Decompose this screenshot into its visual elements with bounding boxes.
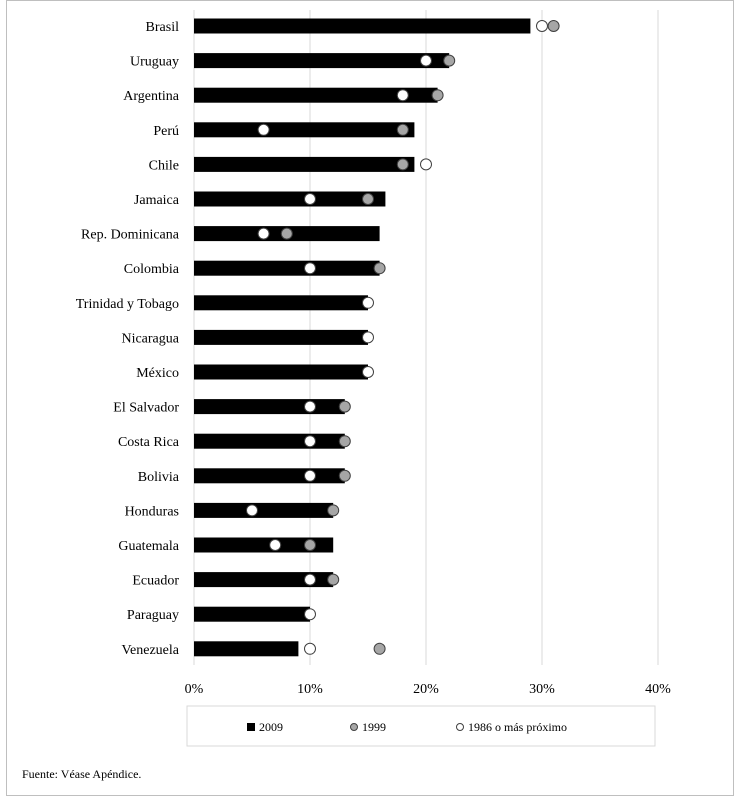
bar [194,156,415,172]
marker-point [338,469,351,482]
bar [194,53,450,69]
marker-point [304,573,316,586]
category-label: Paraguay [127,608,179,623]
category-label: Jamaica [134,193,180,208]
marker-point [338,400,351,413]
x-tick-label: 0% [185,682,204,697]
marker-point [327,504,340,517]
legend-label: 1999 [362,720,386,734]
marker-point [304,435,316,448]
marker-point [257,123,270,136]
category-label: Rep. Dominicana [81,228,180,243]
marker-point [396,89,409,102]
legend: 2009 1999 1986 o más próximo [186,705,656,747]
category-label: Nicaragua [121,331,179,346]
marker-point [304,400,316,413]
marker-point [396,123,409,136]
marker-point [304,469,316,482]
category-label: El Salvador [113,401,179,416]
bar [194,364,368,380]
category-label: Colombia [124,262,180,277]
marker-point [373,262,386,275]
category-label: Guatemala [118,539,179,554]
category-label: Trinidad y Tobago [76,297,179,312]
legend-box [186,705,656,747]
marker-point [396,158,409,171]
marker-point [547,20,560,32]
bar [194,537,334,553]
marker-point [362,193,374,205]
category-label: Brasil [146,20,180,35]
bar [194,87,438,103]
marker-point [420,54,432,67]
source-note: Fuente: Véase Apéndice. [22,767,142,781]
category-label: México [136,366,179,381]
bar [194,329,368,345]
bar [194,399,345,415]
category-label: Costa Rica [118,435,180,450]
category-label: Honduras [125,504,179,519]
bar [194,502,334,518]
x-tick-label: 40% [645,682,671,697]
marker-point [304,539,316,551]
legend-label: 2009 [259,720,283,734]
category-label: Uruguay [130,55,179,70]
marker-point [304,193,316,205]
legend-square-icon [247,723,255,731]
marker-point [269,539,282,551]
marker-point [362,331,374,344]
bar [194,18,531,34]
marker-point [420,158,432,171]
bar [194,260,380,276]
legend-label: 1986 o más próximo [468,720,567,734]
marker-point [280,227,293,240]
x-tick-label: 20% [413,682,439,697]
grid-lines [193,10,659,665]
bar [194,295,368,311]
bar [194,122,415,138]
marker-point [373,642,386,655]
marker-point [257,227,270,240]
x-tick-label: 30% [529,682,555,697]
bar [194,468,345,484]
bars [194,18,531,657]
bar [194,606,310,622]
category-label: Venezuela [121,643,179,658]
bar [194,433,345,449]
marker-point [327,573,340,586]
marker-point [443,54,456,67]
category-label: Argentina [123,89,180,104]
marker-point [246,504,258,517]
x-tick-label: 10% [297,682,323,697]
marker-point [431,89,444,102]
bar [194,641,299,657]
marker-point [304,608,316,621]
markers [246,20,560,655]
chart-frame [6,0,734,796]
bar [194,191,386,207]
category-label: Bolivia [138,470,180,485]
category-labels: Brasil Uruguay Argentina Perú Chile Jamaica Re… [76,20,180,658]
legend-circle-icon [456,723,464,731]
marker-point [304,262,316,275]
bar [194,572,334,588]
marker-point [362,366,374,378]
category-label: Ecuador [132,574,179,589]
legend-circle-icon [350,723,358,731]
marker-point [536,20,548,32]
marker-point [304,642,316,655]
marker-point [338,435,351,448]
category-label: Perú [153,124,179,139]
x-tick-labels: 0% 10% 20% 30% 40% [185,682,672,697]
marker-point [362,296,374,309]
category-label: Chile [149,158,179,173]
